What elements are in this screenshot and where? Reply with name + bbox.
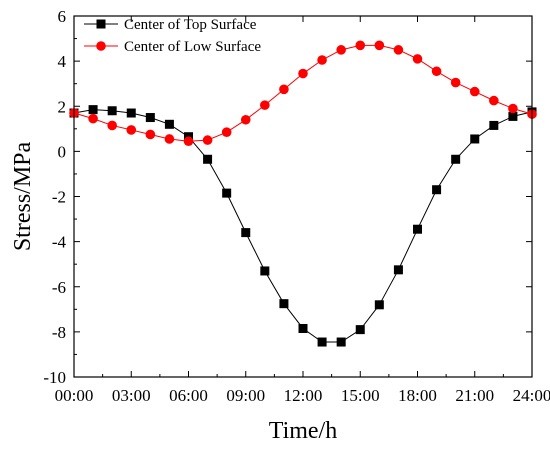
legend-label-low-surface: Center of Low Surface bbox=[124, 39, 261, 55]
data-point-low-surface bbox=[469, 86, 480, 97]
data-point-top-surface bbox=[145, 113, 155, 123]
x-tick-label: 00:00 bbox=[55, 386, 94, 405]
x-tick-label: 18:00 bbox=[398, 386, 437, 405]
y-tick-label: -2 bbox=[52, 188, 66, 207]
y-axis-ticks: -10 -8 -6 -4 -2 0 2 4 6 bbox=[43, 7, 532, 387]
data-point-low-surface bbox=[355, 40, 366, 51]
data-point-top-surface bbox=[336, 337, 346, 347]
data-point-low-surface bbox=[183, 136, 194, 147]
data-point-low-surface bbox=[431, 66, 442, 77]
data-point-low-surface bbox=[107, 120, 117, 131]
y-tick-label: -10 bbox=[43, 368, 66, 387]
data-point-top-surface bbox=[203, 154, 213, 164]
y-tick-label: 6 bbox=[58, 7, 67, 26]
data-point-low-surface bbox=[88, 113, 98, 124]
data-point-top-surface bbox=[355, 325, 365, 335]
y-tick-label: -4 bbox=[52, 233, 67, 252]
y-tick-label: 4 bbox=[58, 52, 67, 71]
x-tick-label: 03:00 bbox=[112, 386, 151, 405]
legend-label-top-surface: Center of Top Surface bbox=[124, 17, 257, 33]
data-point-low-surface bbox=[393, 45, 404, 55]
legend-entry-top-surface: Center of Top Surface bbox=[84, 17, 257, 33]
legend-marker-top-surface bbox=[96, 19, 106, 29]
y-tick-label: 0 bbox=[58, 142, 67, 161]
data-point-top-surface bbox=[393, 265, 403, 275]
data-point-top-surface bbox=[107, 106, 117, 116]
series-top-surface bbox=[69, 105, 537, 347]
data-point-low-surface bbox=[145, 129, 156, 140]
data-point-top-surface bbox=[279, 299, 289, 309]
data-point-low-surface bbox=[450, 77, 461, 88]
data-point-low-surface bbox=[374, 40, 385, 51]
data-point-low-surface bbox=[126, 125, 137, 135]
data-point-top-surface bbox=[241, 228, 251, 238]
x-axis-title: Time/h bbox=[269, 418, 337, 444]
x-tick-label: 09:00 bbox=[226, 386, 265, 405]
data-point-top-surface bbox=[222, 188, 232, 198]
data-point-top-surface bbox=[470, 134, 480, 144]
x-tick-label: 06:00 bbox=[169, 386, 208, 405]
data-point-top-surface bbox=[164, 119, 174, 129]
plot-frame bbox=[73, 15, 533, 378]
data-point-top-surface bbox=[432, 185, 442, 195]
series-line bbox=[73, 109, 533, 343]
data-point-low-surface bbox=[298, 68, 308, 79]
series-line bbox=[73, 44, 533, 142]
series-layer bbox=[69, 40, 537, 347]
x-tick-label: 12:00 bbox=[284, 386, 323, 405]
legend-marker-low-surface bbox=[96, 41, 106, 51]
data-point-low-surface bbox=[336, 45, 346, 55]
data-point-top-surface bbox=[451, 154, 461, 164]
data-point-low-surface bbox=[202, 135, 213, 145]
y-tick-label: 2 bbox=[58, 97, 67, 116]
data-point-top-surface bbox=[489, 120, 499, 130]
data-point-top-surface bbox=[413, 224, 422, 234]
x-axis-ticks: 00:00 03:00 06:00 09:00 12:00 15:00 18:00 21:00… bbox=[55, 16, 550, 405]
data-point-low-surface bbox=[317, 55, 327, 65]
data-point-top-surface bbox=[374, 300, 384, 310]
series-low-surface bbox=[69, 40, 537, 147]
legend: Center of Top Surface Center of Low Surf… bbox=[84, 17, 261, 55]
x-tick-label: 15:00 bbox=[341, 386, 380, 405]
data-point-low-surface bbox=[260, 100, 270, 110]
data-point-low-surface bbox=[279, 84, 289, 95]
data-point-low-surface bbox=[412, 54, 423, 64]
data-point-low-surface bbox=[221, 127, 232, 137]
data-point-low-surface bbox=[240, 114, 251, 125]
y-tick-label: -6 bbox=[52, 278, 66, 297]
legend-entry-low-surface: Center of Low Surface bbox=[84, 39, 261, 55]
data-point-low-surface bbox=[489, 95, 499, 106]
data-point-top-surface bbox=[126, 108, 136, 118]
data-point-low-surface bbox=[508, 103, 518, 114]
data-point-top-surface bbox=[88, 105, 98, 115]
data-point-top-surface bbox=[298, 323, 308, 333]
y-tick-label: -8 bbox=[52, 323, 66, 342]
data-point-low-surface bbox=[164, 134, 175, 144]
y-axis-title: Stress/MPa bbox=[10, 141, 36, 251]
data-point-top-surface bbox=[260, 266, 270, 276]
x-tick-label: 21:00 bbox=[455, 386, 494, 405]
data-point-top-surface bbox=[317, 337, 327, 347]
x-tick-label: 24:00 bbox=[513, 386, 550, 405]
data-point-top-surface bbox=[508, 111, 518, 121]
